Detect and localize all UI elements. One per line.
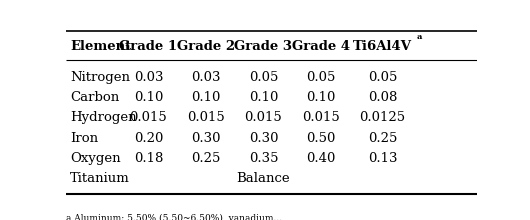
Text: 0.015: 0.015 [302,111,340,124]
Text: Grade 2: Grade 2 [177,40,235,53]
Text: 0.30: 0.30 [191,132,220,145]
Text: 0.10: 0.10 [249,91,278,104]
Text: 0.25: 0.25 [191,152,220,165]
Text: 0.015: 0.015 [187,111,225,124]
Text: 0.03: 0.03 [134,71,163,84]
Text: 0.05: 0.05 [249,71,278,84]
Text: Nitrogen: Nitrogen [70,71,130,84]
Text: 0.03: 0.03 [191,71,220,84]
Text: 0.30: 0.30 [249,132,278,145]
Text: 0.10: 0.10 [306,91,335,104]
Text: 0.13: 0.13 [368,152,398,165]
Text: 0.05: 0.05 [368,71,397,84]
Text: a: a [417,33,422,41]
Text: Element: Element [70,40,131,53]
Text: 0.08: 0.08 [368,91,397,104]
Text: 0.10: 0.10 [191,91,220,104]
Text: Hydrogen: Hydrogen [70,111,137,124]
Text: 0.20: 0.20 [134,132,163,145]
Text: 0.35: 0.35 [249,152,278,165]
Text: 0.10: 0.10 [134,91,163,104]
Text: 0.015: 0.015 [129,111,167,124]
Text: 0.50: 0.50 [306,132,335,145]
Text: a Aluminum: 5.50% (5.50~6.50%), vanadium...: a Aluminum: 5.50% (5.50~6.50%), vanadium… [66,213,282,220]
Text: Grade 1: Grade 1 [119,40,178,53]
Text: Balance: Balance [236,172,290,185]
Text: 0.015: 0.015 [244,111,282,124]
Text: Grade 4: Grade 4 [292,40,350,53]
Text: Ti6Al4V: Ti6Al4V [353,40,412,53]
Text: 0.25: 0.25 [368,132,397,145]
Text: Grade 3: Grade 3 [234,40,293,53]
Text: Titanium: Titanium [70,172,130,185]
Text: Carbon: Carbon [70,91,120,104]
Text: 0.40: 0.40 [306,152,335,165]
Text: Oxygen: Oxygen [70,152,121,165]
Text: 0.18: 0.18 [134,152,163,165]
Text: 0.0125: 0.0125 [359,111,405,124]
Text: Iron: Iron [70,132,99,145]
Text: 0.05: 0.05 [306,71,335,84]
